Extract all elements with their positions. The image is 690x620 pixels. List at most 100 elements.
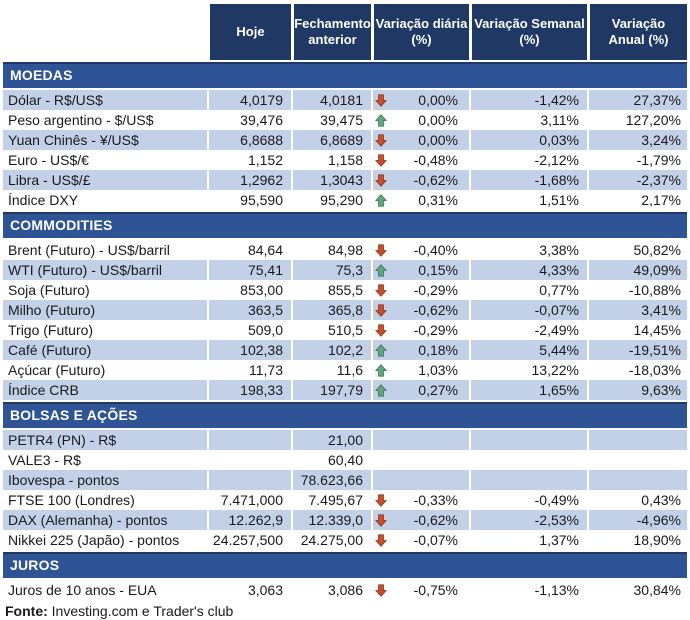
table-row: Índice DXY 95,590 95,290 0,31% 1,51% 2,17% — [3, 190, 687, 210]
fechamento-anterior-value: 75,3 — [291, 260, 371, 280]
column-header-variacao-semanal: Variação Semanal (%) — [469, 4, 587, 60]
variacao-anual-value: 50,82% — [587, 240, 687, 260]
fechamento-anterior-value: 24.275,00 — [291, 530, 371, 550]
section-header: JUROS — [3, 552, 687, 578]
variacao-anual-value — [587, 430, 687, 450]
variacao-semanal-value — [469, 430, 587, 450]
table-row: Peso argentino - $/US$ 39,476 39,475 0,00% 3… — [3, 110, 687, 130]
table-row: VALE3 - R$ 60,40 — [3, 450, 687, 470]
row-label: Brent (Futuro) - US$/barril — [3, 240, 207, 260]
hoje-value: 84,64 — [207, 240, 291, 260]
variacao-diaria-value: -0,48% — [413, 152, 458, 168]
table-row: WTI (Futuro) - US$/barril 75,41 75,3 0,15% 4… — [3, 260, 687, 280]
variacao-diaria-cell: 0,15% — [371, 260, 469, 280]
variacao-semanal-value: -1,13% — [469, 580, 587, 600]
variacao-semanal-value: 0,77% — [469, 280, 587, 300]
row-label: Índice DXY — [3, 190, 207, 210]
arrow-down-icon — [374, 282, 389, 298]
variacao-diaria-cell: -0,07% — [371, 530, 469, 550]
fechamento-anterior-value: 78.623,66 — [291, 470, 371, 490]
section-header: COMMODITIES — [3, 212, 687, 238]
arrow-down-icon — [374, 92, 389, 108]
variacao-diaria-cell: -0,33% — [371, 490, 469, 510]
variacao-diaria-cell: -0,48% — [371, 150, 469, 170]
variacao-diaria-cell: 0,00% — [371, 110, 469, 130]
hoje-value: 1,2962 — [207, 170, 291, 190]
column-header-hoje: Hoje — [207, 4, 291, 60]
table-header-row: Hoje Fechamento anterior Variação diária… — [3, 4, 687, 60]
row-label: Libra - US$/£ — [3, 170, 207, 190]
hoje-value: 75,41 — [207, 260, 291, 280]
fechamento-anterior-value: 510,5 — [291, 320, 371, 340]
variacao-semanal-value: 3,11% — [469, 110, 587, 130]
variacao-diaria-cell: -0,29% — [371, 320, 469, 340]
table-row: FTSE 100 (Londres) 7.471,000 7.495,67 -0,33… — [3, 490, 687, 510]
variacao-diaria-value: -0,40% — [413, 242, 458, 258]
row-label: Nikkei 225 (Japão) - pontos — [3, 530, 207, 550]
column-header-variacao-diaria: Variação diária (%) — [371, 4, 469, 60]
section-header: MOEDAS — [3, 62, 687, 88]
hoje-value — [207, 430, 291, 450]
table-row: Libra - US$/£ 1,2962 1,3043 -0,62% -1,68% -2,… — [3, 170, 687, 190]
fechamento-anterior-value: 4,0181 — [291, 90, 371, 110]
hoje-value: 363,5 — [207, 300, 291, 320]
hoje-value: 24.257,500 — [207, 530, 291, 550]
fechamento-anterior-value: 21,00 — [291, 430, 371, 450]
row-label: FTSE 100 (Londres) — [3, 490, 207, 510]
hoje-value: 39,476 — [207, 110, 291, 130]
variacao-semanal-value — [469, 470, 587, 490]
variacao-diaria-cell: 1,03% — [371, 360, 469, 380]
variacao-diaria-cell: 0,31% — [371, 190, 469, 210]
arrow-up-icon — [374, 112, 389, 128]
variacao-diaria-value: -0,62% — [413, 172, 458, 188]
table-row: Trigo (Futuro) 509,0 510,5 -0,29% -2,49% 14,4… — [3, 320, 687, 340]
arrow-down-icon — [374, 132, 389, 148]
variacao-diaria-value: -0,62% — [413, 512, 458, 528]
variacao-anual-value: 3,24% — [587, 130, 687, 150]
arrow-down-icon — [374, 492, 389, 508]
row-label: Café (Futuro) — [3, 340, 207, 360]
variacao-anual-value: 9,63% — [587, 380, 687, 400]
variacao-diaria-value: 0,18% — [418, 342, 458, 358]
variacao-anual-value: -1,79% — [587, 150, 687, 170]
variacao-anual-value: -2,37% — [587, 170, 687, 190]
variacao-anual-value — [587, 470, 687, 490]
row-label: Dólar - R$/US$ — [3, 90, 207, 110]
section-header: BOLSAS E AÇÕES — [3, 402, 687, 428]
table-row: Café (Futuro) 102,38 102,2 0,18% 5,44% -19,51… — [3, 340, 687, 360]
fechamento-anterior-value: 60,40 — [291, 450, 371, 470]
source-label: Fonte: — [5, 603, 48, 619]
table-row: DAX (Alemanha) - pontos 12.262,9 12.339,0 -… — [3, 510, 687, 530]
variacao-diaria-cell — [371, 450, 469, 470]
variacao-semanal-value: -2,49% — [469, 320, 587, 340]
fechamento-anterior-value: 365,8 — [291, 300, 371, 320]
variacao-semanal-value: -1,42% — [469, 90, 587, 110]
variacao-semanal-value: -1,68% — [469, 170, 587, 190]
variacao-anual-value: 27,37% — [587, 90, 687, 110]
row-label: Ibovespa - pontos — [3, 470, 207, 490]
hoje-value: 95,590 — [207, 190, 291, 210]
arrow-down-icon — [374, 512, 389, 528]
source-text: Investing.com e Trader's club — [47, 603, 234, 619]
variacao-diaria-value: 0,27% — [418, 382, 458, 398]
row-label: Milho (Futuro) — [3, 300, 207, 320]
arrow-placeholder — [374, 472, 389, 488]
arrow-down-icon — [374, 172, 389, 188]
row-label: Açúcar (Futuro) — [3, 360, 207, 380]
variacao-diaria-cell: -0,75% — [371, 580, 469, 600]
variacao-semanal-value: 0,03% — [469, 130, 587, 150]
variacao-semanal-value: -2,53% — [469, 510, 587, 530]
table-row: Ibovespa - pontos 78.623,66 — [3, 470, 687, 490]
variacao-semanal-value: 4,33% — [469, 260, 587, 280]
row-label: PETR4 (PN) - R$ — [3, 430, 207, 450]
arrow-down-icon — [374, 322, 389, 338]
hoje-value: 1,152 — [207, 150, 291, 170]
table-row: Euro - US$/€ 1,152 1,158 -0,48% -2,12% -1,79% — [3, 150, 687, 170]
variacao-semanal-value: 5,44% — [469, 340, 587, 360]
hoje-value: 198,33 — [207, 380, 291, 400]
variacao-diaria-value: 0,00% — [418, 112, 458, 128]
variacao-anual-value: 127,20% — [587, 110, 687, 130]
variacao-diaria-cell: 0,27% — [371, 380, 469, 400]
variacao-diaria-cell: -0,62% — [371, 170, 469, 190]
arrow-up-icon — [374, 342, 389, 358]
